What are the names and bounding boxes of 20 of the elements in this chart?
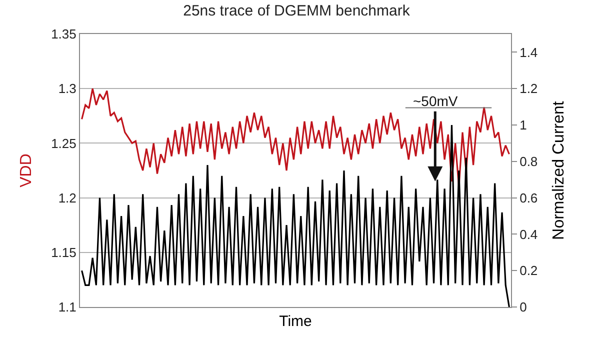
y2-tick-label: 0.2 [520, 263, 538, 278]
y2-tick-label: 1.4 [520, 44, 538, 60]
y2-tick-label: 1.2 [520, 81, 538, 96]
chart-title: 25ns trace of DGEMM benchmark [183, 2, 410, 20]
y-tick-label: 1.35 [51, 26, 76, 42]
y2-axis-title: Normalized Current [550, 100, 568, 240]
y-tick-label: 1.1 [58, 300, 76, 315]
y2-tick-label: 0.8 [520, 154, 538, 169]
y-tick-label: 1.15 [51, 244, 76, 260]
y2-tick-label: 0.6 [520, 190, 538, 206]
y-tick-label: 1.3 [58, 81, 76, 96]
y-axis-title: VDD [18, 154, 35, 188]
y2-tick-label: 1 [520, 118, 527, 133]
y-tick-label: 1.25 [51, 136, 76, 151]
y2-tick-label: 0.4 [520, 226, 538, 242]
y-tick-label: 1.2 [58, 190, 76, 206]
annotation: ~50mV [413, 93, 458, 109]
y2-tick-label: 0 [520, 300, 527, 315]
line-series [81, 124, 510, 307]
x-axis-title: Time [279, 313, 312, 330]
